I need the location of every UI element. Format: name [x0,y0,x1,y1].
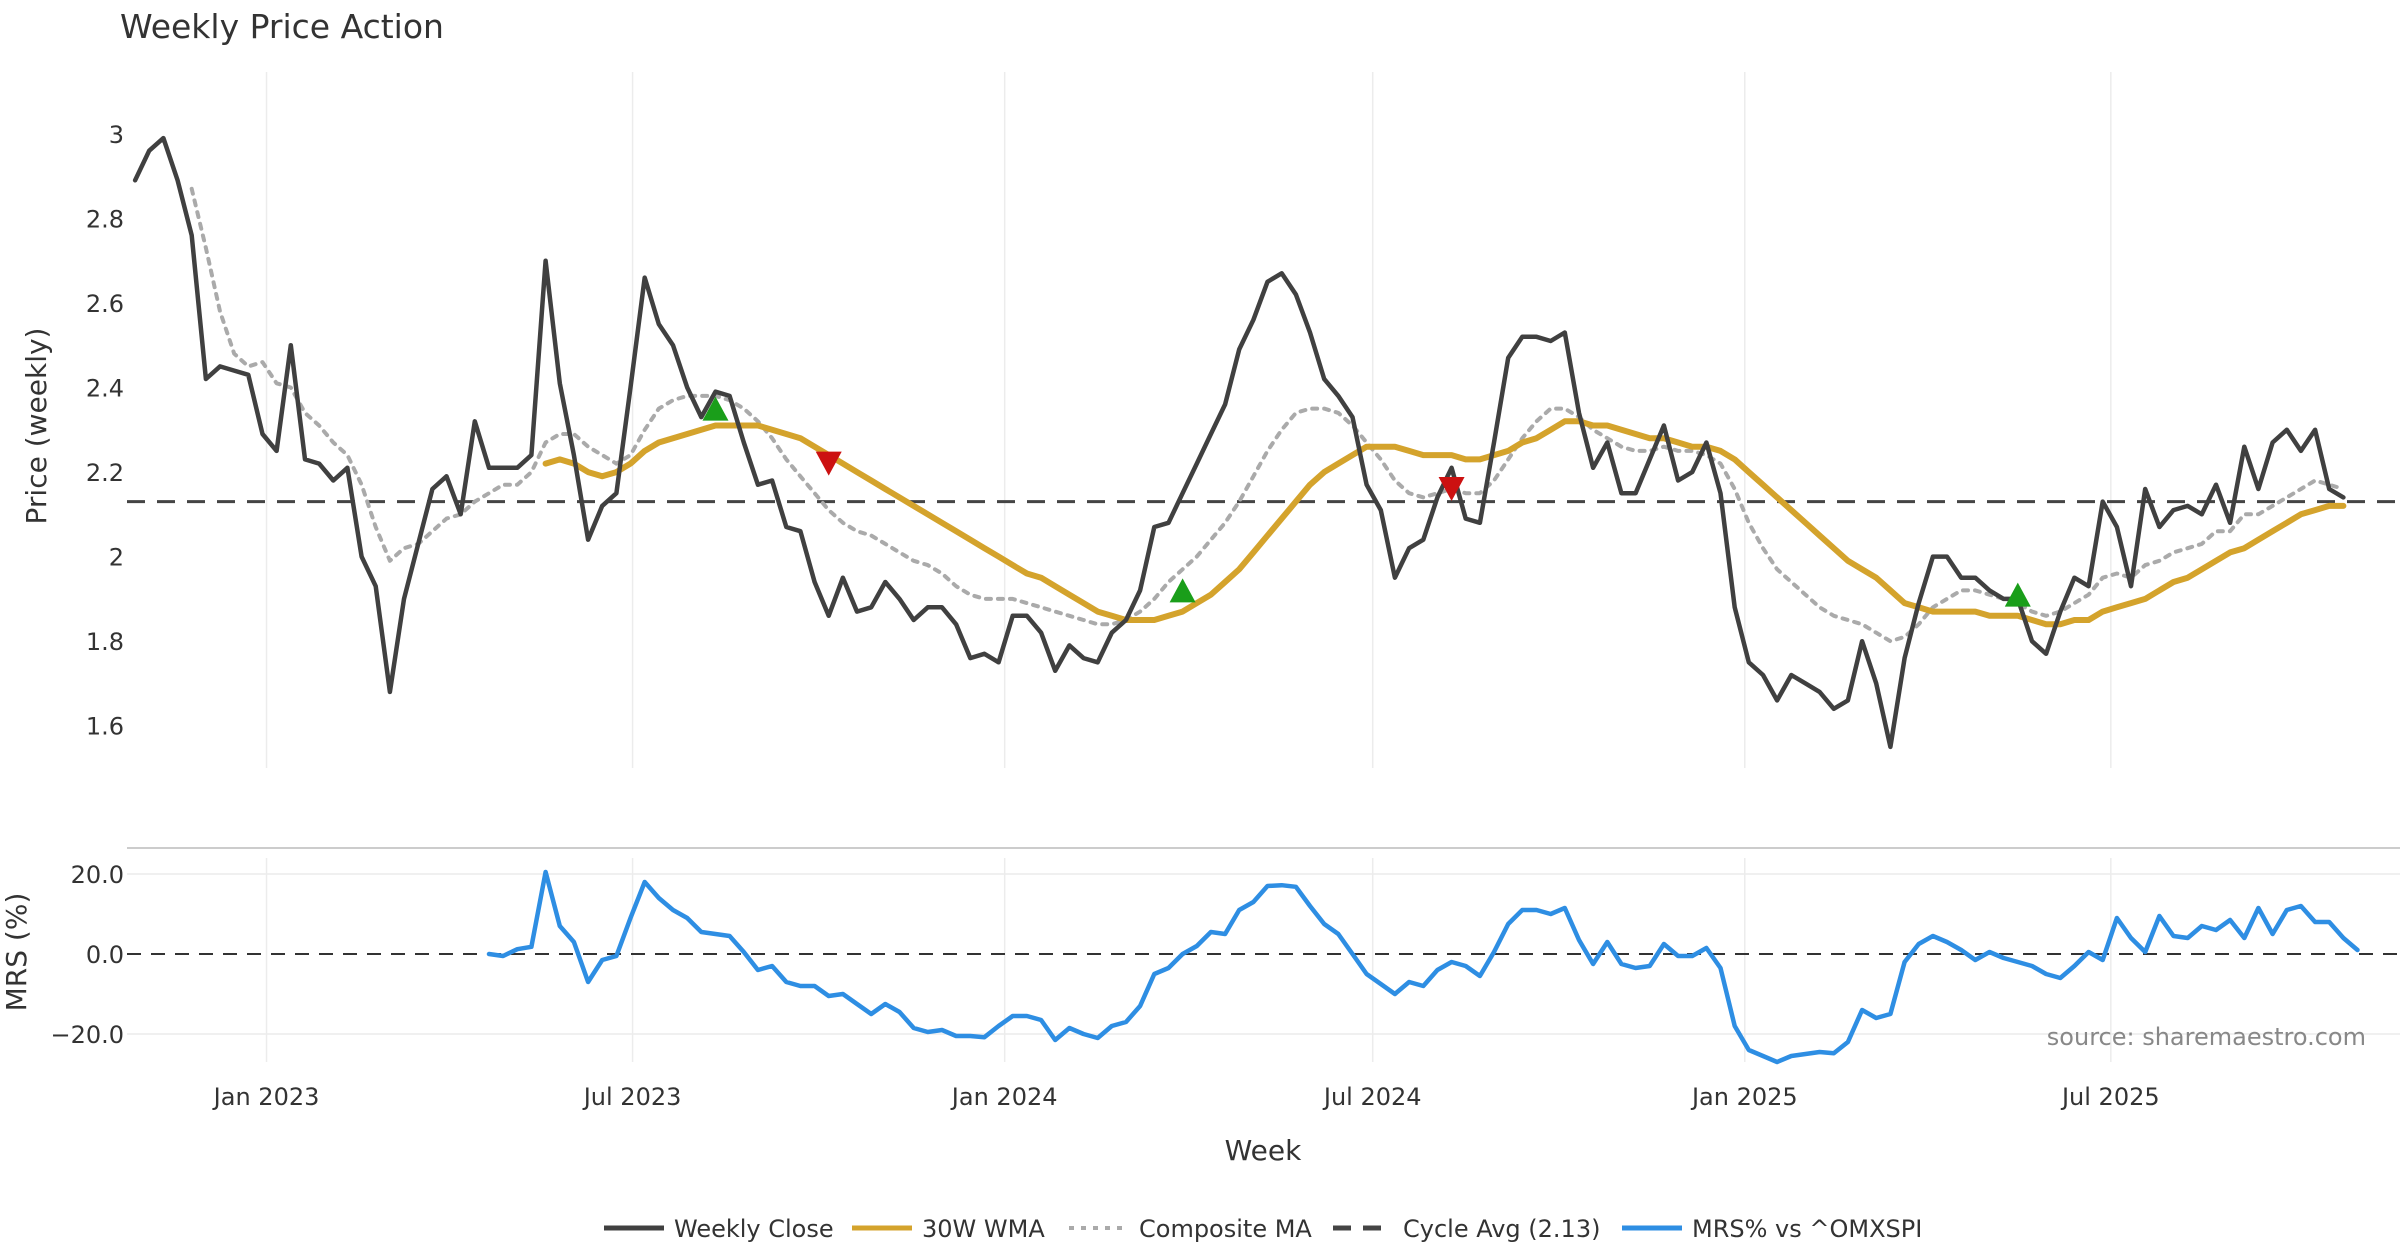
x-tick-label: Jan 2023 [212,1083,320,1111]
x-ticks: Jan 2023 Jul 2023 Jan 2024 Jul 2024 Jan 2025… [212,1083,2160,1111]
series-line-mrs-vs-omxspi [486,869,2360,1065]
price-panel: 1.6 1.8 2 2.2 2.4 2.6 2.8 3 Price (weekly) [20,72,2400,768]
legend: Weekly Close 30W WMA Composite MA Cycle Avg… [604,1215,1922,1243]
legend-label-mrs-vs-omxspi: MRS% vs ^OMXSPI [1692,1215,1922,1243]
source-annotation: source: sharemaestro.com [2047,1023,2366,1051]
mrs-series [486,869,2360,1065]
legend-label-weekly-close: Weekly Close [674,1215,834,1243]
series-line-weekly-close [132,135,2346,750]
legend-label-cycle-avg-2-13: Cycle Avg (2.13) [1403,1215,1600,1243]
x-tick-label: Jul 2025 [2060,1083,2160,1111]
price-y-tick-label: 2.4 [86,374,124,402]
legend-label-30w-wma: 30W WMA [922,1215,1045,1243]
x-tick-label: Jan 2025 [1690,1083,1798,1111]
sell-signal-marker [815,451,842,476]
chart-title: Weekly Price Action [120,7,444,46]
mrs-y-tick-label: 0.0 [86,941,124,969]
sell-signal-marker [1438,476,1465,501]
mrs-y-ticks: −20.0 0.0 20.0 [50,861,124,1049]
price-y-ticks: 1.6 1.8 2 2.2 2.4 2.6 2.8 3 [86,121,124,741]
x-axis-label: Week [1225,1134,1302,1167]
mrs-panel: −20.0 0.0 20.0 MRS (%) source: sharemaestr… [0,847,2400,1065]
price-y-tick-label: 2.8 [86,205,124,233]
mrs-y-tick-label: −20.0 [50,1021,124,1049]
price-y-tick-label: 1.8 [86,628,124,656]
legend-label-composite-ma: Composite MA [1139,1215,1312,1243]
price-y-tick-label: 1.6 [86,713,124,741]
price-y-axis-label: Price (weekly) [20,328,53,525]
buy-signal-marker [1169,578,1196,603]
mrs-y-tick-label: 20.0 [71,861,124,889]
buy-signal-marker [2004,582,2031,607]
price-y-tick-label: 2 [109,544,124,572]
mrs-y-axis-label: MRS (%) [0,893,33,1012]
price-series [132,135,2347,750]
price-y-tick-label: 2.6 [86,290,124,318]
series-line-composite-ma [189,186,2346,644]
x-tick-label: Jul 2023 [582,1083,682,1111]
price-grid [265,72,2112,768]
mrs-grid [127,858,2400,1062]
x-tick-label: Jan 2024 [950,1083,1058,1111]
price-y-tick-label: 2.2 [86,459,124,487]
price-y-tick-label: 3 [109,121,124,149]
x-tick-label: Jul 2024 [1322,1083,1422,1111]
buy-signal-marker [702,396,729,421]
signal-markers [702,396,2031,607]
series-line-30w-wma [542,418,2347,628]
